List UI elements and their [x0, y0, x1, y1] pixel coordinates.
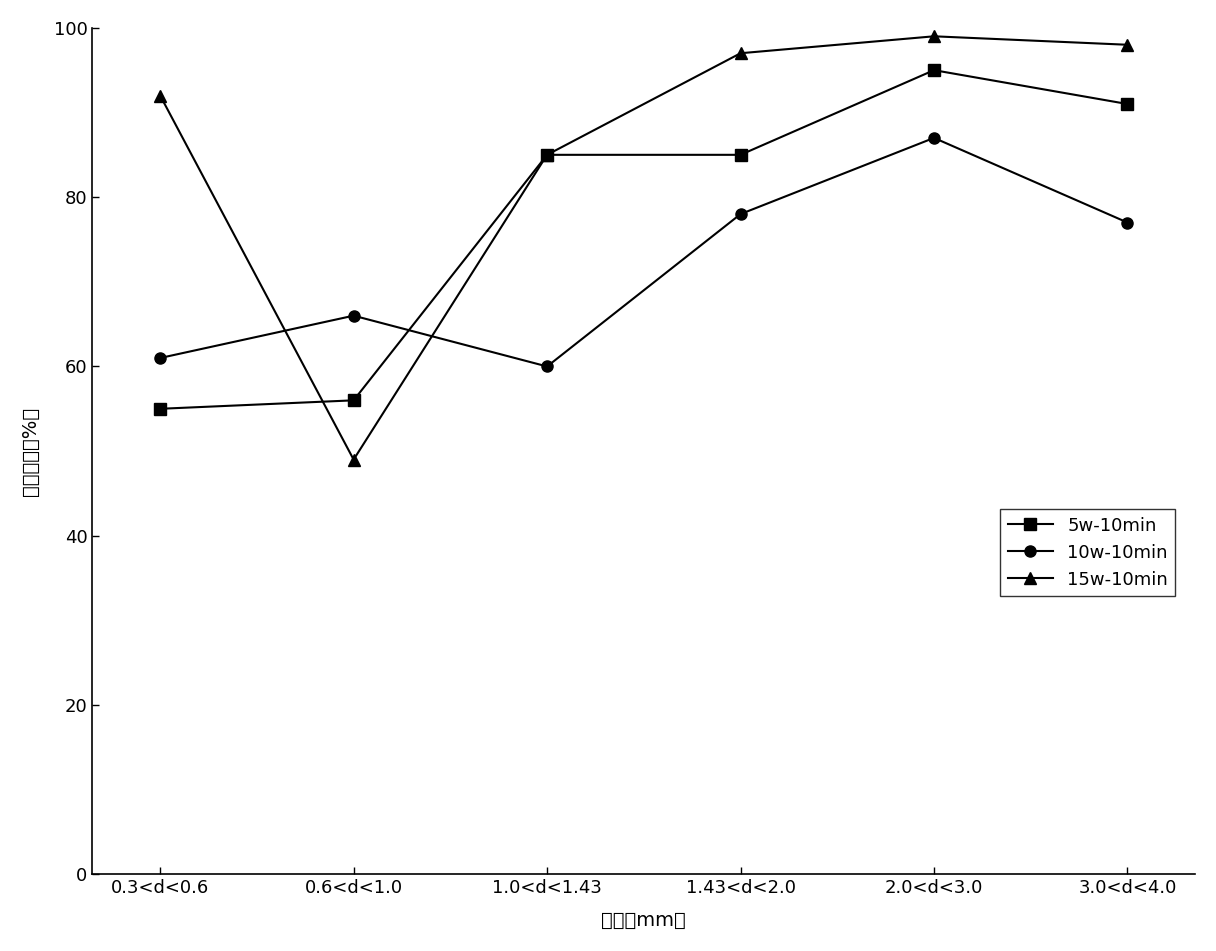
5w-10min [1120, 98, 1135, 109]
10w-10min [1120, 217, 1135, 228]
Line: 5w-10min: 5w-10min [154, 65, 1133, 415]
Line: 15w-10min: 15w-10min [154, 30, 1133, 465]
X-axis label: 粒径（mm）: 粒径（mm） [602, 911, 686, 930]
10w-10min [347, 310, 361, 321]
5w-10min [927, 65, 941, 76]
Legend: 5w-10min, 10w-10min, 15w-10min: 5w-10min, 10w-10min, 15w-10min [1001, 510, 1175, 596]
10w-10min [927, 132, 941, 144]
15w-10min [153, 89, 168, 101]
15w-10min [347, 454, 361, 465]
10w-10min [733, 208, 748, 220]
15w-10min [1120, 39, 1135, 50]
5w-10min [347, 395, 361, 406]
10w-10min [540, 360, 554, 372]
Y-axis label: 颗粒化率（%）: 颗粒化率（%） [21, 407, 40, 495]
15w-10min [733, 48, 748, 59]
5w-10min [153, 403, 168, 415]
5w-10min [733, 149, 748, 161]
5w-10min [540, 149, 554, 161]
15w-10min [927, 30, 941, 42]
15w-10min [540, 149, 554, 161]
Line: 10w-10min: 10w-10min [154, 132, 1133, 372]
10w-10min [153, 352, 168, 363]
